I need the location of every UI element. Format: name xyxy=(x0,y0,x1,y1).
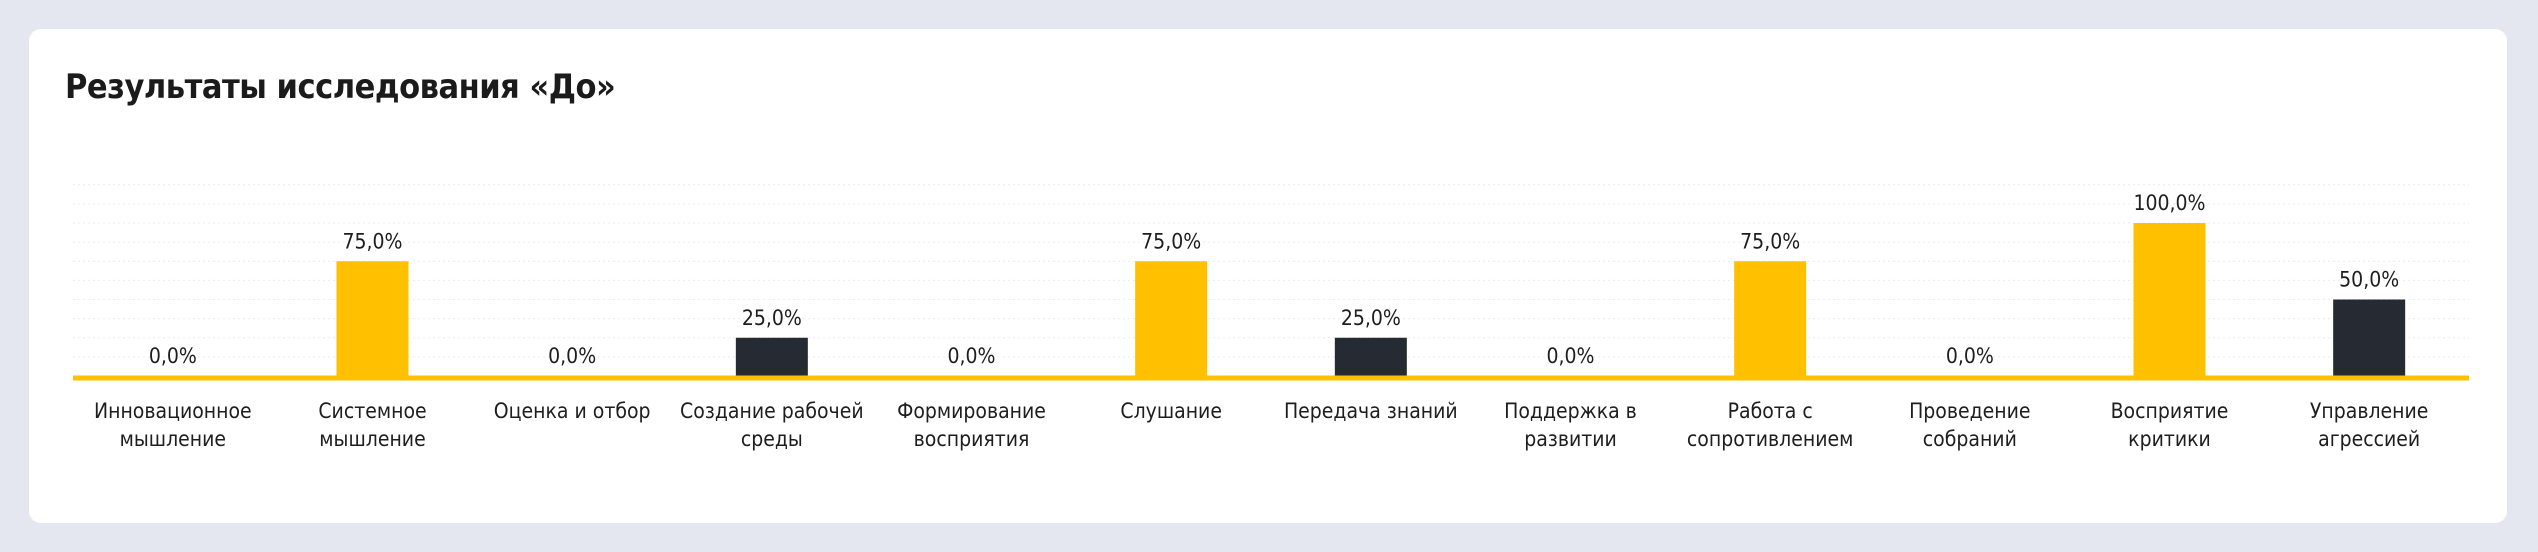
bar xyxy=(1734,261,1807,376)
category-label: Оценка и отбор xyxy=(494,399,651,423)
category-label: Проведение собраний xyxy=(1909,399,2030,451)
bar-value-label: 100,0% xyxy=(2133,191,2205,215)
bar xyxy=(336,261,409,376)
category-label: Работа с сопротивлением xyxy=(1687,399,1853,451)
category-label: Слушание xyxy=(1120,399,1222,423)
category-label: Поддержка в развитии xyxy=(1504,399,1637,451)
category-label: Формирование восприятия xyxy=(897,399,1046,451)
results-card: Результаты исследования «До» 0,0% Инновац… xyxy=(29,29,2507,523)
bar xyxy=(2133,223,2206,376)
category-label: Передача знаний xyxy=(1284,399,1458,423)
category-label: Управление агрессией xyxy=(2310,399,2429,451)
bar-chart: 0,0% Инновационное мышление 75,0% Системное м… xyxy=(73,184,2469,451)
bar xyxy=(735,337,808,376)
bar xyxy=(1135,261,1208,376)
bar xyxy=(1334,337,1407,376)
bar-value-label: 0,0% xyxy=(149,344,197,368)
category-label: Инновационное мышление xyxy=(94,399,252,451)
category-label: Восприятие критики xyxy=(2111,399,2229,451)
bar-value-label: 0,0% xyxy=(548,344,596,368)
bar-value-label: 0,0% xyxy=(948,344,996,368)
bar-value-label: 75,0% xyxy=(1740,229,1800,253)
category-label: Создание рабочей среды xyxy=(680,399,864,451)
bar-value-label: 0,0% xyxy=(1946,344,1994,368)
bar-value-label: 25,0% xyxy=(742,306,802,330)
card-title: Результаты исследования «До» xyxy=(65,67,616,107)
bar-value-label: 50,0% xyxy=(2339,268,2399,292)
bar xyxy=(2333,299,2406,376)
bar-value-label: 75,0% xyxy=(342,229,402,253)
bar-value-label: 25,0% xyxy=(1341,306,1401,330)
bar-value-label: 75,0% xyxy=(1141,229,1201,253)
category-label: Системное мышление xyxy=(318,399,426,451)
bar-value-label: 0,0% xyxy=(1547,344,1595,368)
